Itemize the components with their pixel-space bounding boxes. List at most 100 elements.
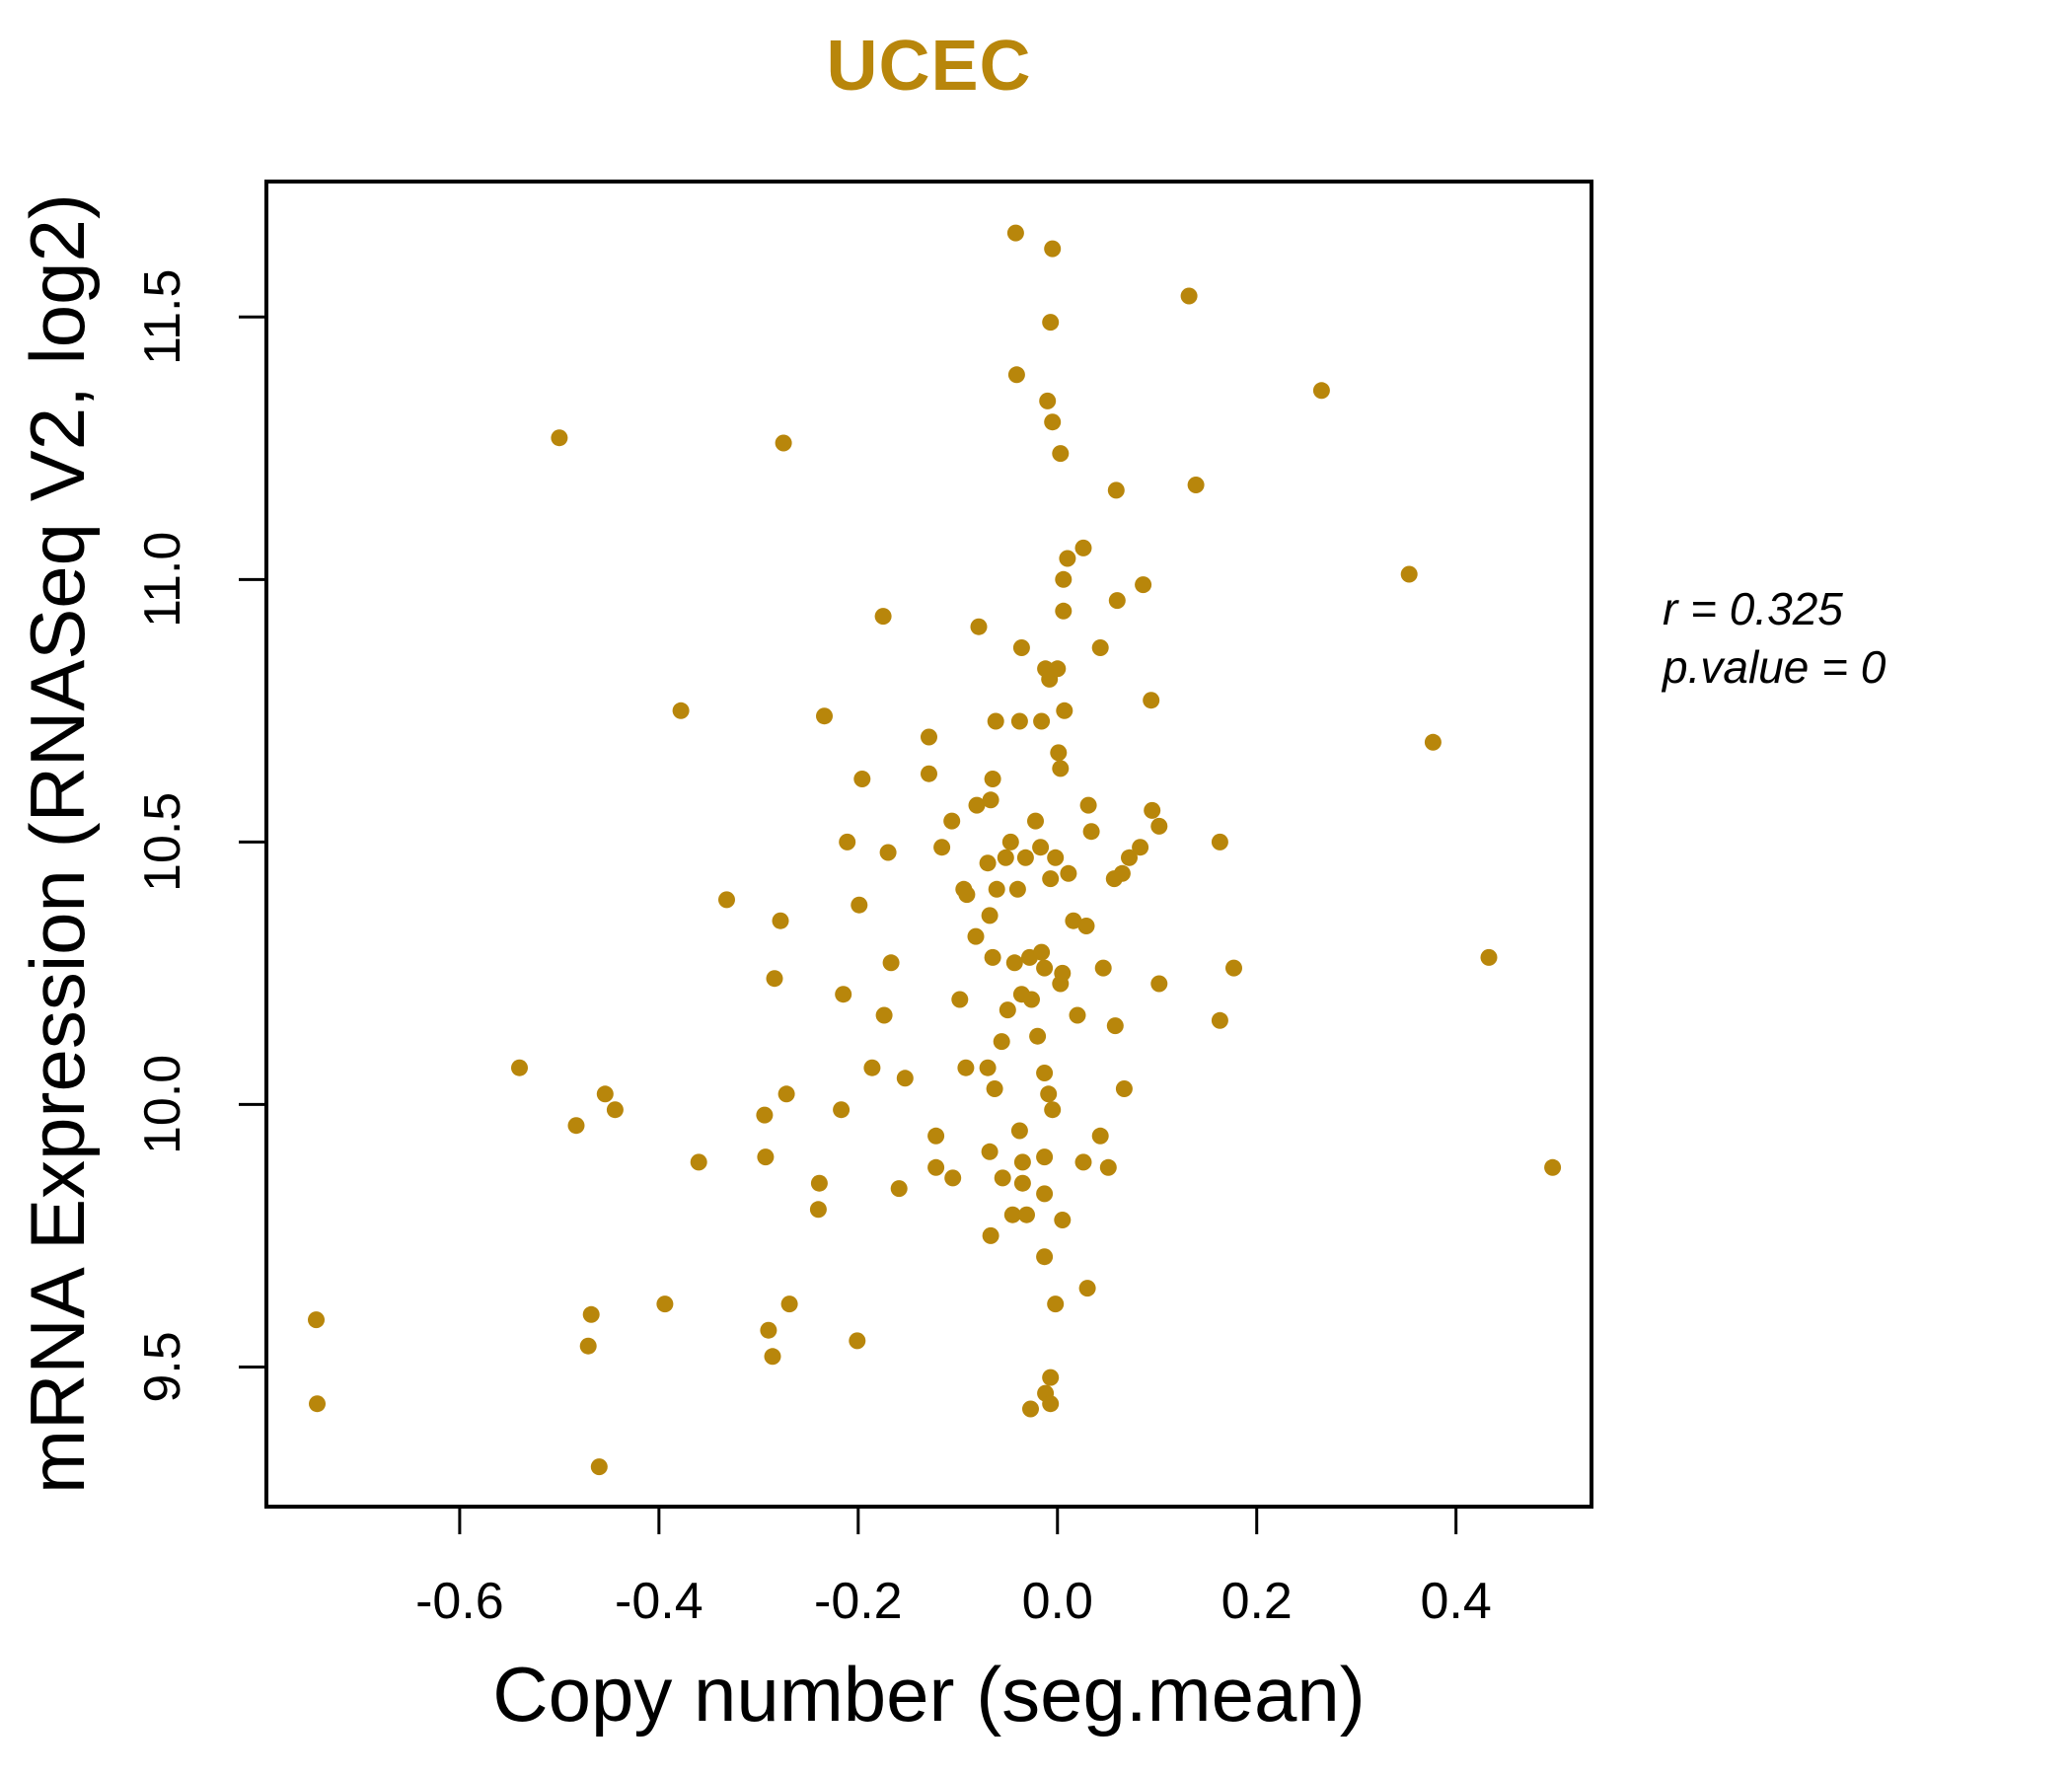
data-point [551,429,568,447]
data-point [1012,639,1030,656]
data-point [1022,1400,1039,1418]
data-point [1049,660,1067,678]
chart-title: UCEC [826,27,1032,106]
data-point [986,1080,1003,1097]
data-point [1094,959,1112,977]
data-point [984,771,1001,787]
data-point [1052,760,1070,777]
data-point [1042,1369,1060,1386]
data-point [851,896,868,914]
data-point [1029,1027,1047,1045]
y-axis-tick-label: 11.0 [134,532,191,628]
data-point [816,707,833,725]
data-point [1082,823,1100,841]
data-point [1054,1212,1072,1228]
data-point [1042,314,1060,332]
y-axis-tick-label: 11.5 [134,269,191,365]
x-axis-tick-label: -0.4 [615,1573,703,1630]
data-point [921,728,937,746]
data-point [849,1332,866,1350]
data-point [1180,287,1198,305]
y-axis-tick-label: 9.5 [134,1331,191,1402]
data-point [987,712,1004,730]
data-point [896,1070,914,1087]
data-point [1044,413,1062,431]
data-point [1003,1206,1021,1223]
data-point [1074,539,1092,556]
data-point [1047,1295,1065,1313]
data-point [1091,1127,1109,1145]
data-point [1424,733,1442,751]
data-point [1001,833,1019,851]
x-axis-label: Copy number (seg.mean) [492,1651,1366,1738]
data-point [1074,1153,1092,1171]
data-point [921,765,937,782]
data-point [582,1305,600,1323]
data-point [1042,1395,1060,1413]
data-point [1054,964,1072,982]
data-point [809,1201,827,1219]
data-point [1132,839,1149,856]
data-point [810,1174,828,1192]
data-point [1055,602,1073,620]
data-point [1099,1158,1117,1176]
data-point [853,771,871,787]
data-point [984,948,1001,966]
data-point [579,1337,597,1355]
data-point [1027,812,1044,830]
x-axis-tick-label: -0.2 [814,1573,903,1630]
data-point [1091,639,1109,656]
data-point [875,1006,893,1024]
data-point [927,1127,945,1145]
data-point [1033,712,1051,730]
data-point [833,1101,851,1119]
correlation-r-text: r = 0.325 [1663,583,1843,634]
y-axis-tick-label: 10.5 [134,792,191,892]
data-point [690,1153,707,1171]
data-point [1047,849,1065,866]
correlation-annotation: r = 0.325 p.value = 0 [1663,580,1886,697]
data-point [1059,550,1076,567]
data-point [890,1180,908,1198]
data-point [1069,1006,1086,1024]
data-point [1187,477,1205,493]
data-point [982,791,999,809]
data-point [1040,1085,1058,1103]
data-point [951,991,969,1008]
data-point [672,702,690,719]
data-point [1010,1122,1028,1140]
data-point [567,1117,585,1135]
data-point [1400,565,1418,583]
data-point [1312,382,1330,400]
data-point [1480,948,1498,966]
data-point [777,1085,795,1103]
data-point [968,796,986,814]
data-point [1078,1280,1096,1297]
data-point [981,907,999,925]
data-point [1033,943,1051,961]
data-point [1044,1101,1062,1119]
data-point [1036,959,1054,977]
data-point [967,927,985,945]
data-point [1544,1158,1562,1176]
data-point [933,839,951,856]
data-point [1055,570,1073,588]
p-value-text: p.value = 0 [1663,640,1887,693]
data-point [1005,954,1023,972]
data-point [1115,1080,1133,1097]
data-point [839,833,856,851]
data-point [993,1033,1010,1051]
data-point [1121,849,1138,866]
data-point [927,1158,945,1176]
data-point [1006,224,1024,242]
data-point [958,886,976,904]
data-point [1211,833,1228,851]
data-point [1143,692,1160,709]
y-axis-tick-label: 10.0 [134,1055,191,1154]
data-point [1036,1248,1054,1266]
data-point [1042,870,1060,888]
data-point [1010,712,1028,730]
data-point [1036,1185,1054,1203]
data-point [882,954,900,972]
